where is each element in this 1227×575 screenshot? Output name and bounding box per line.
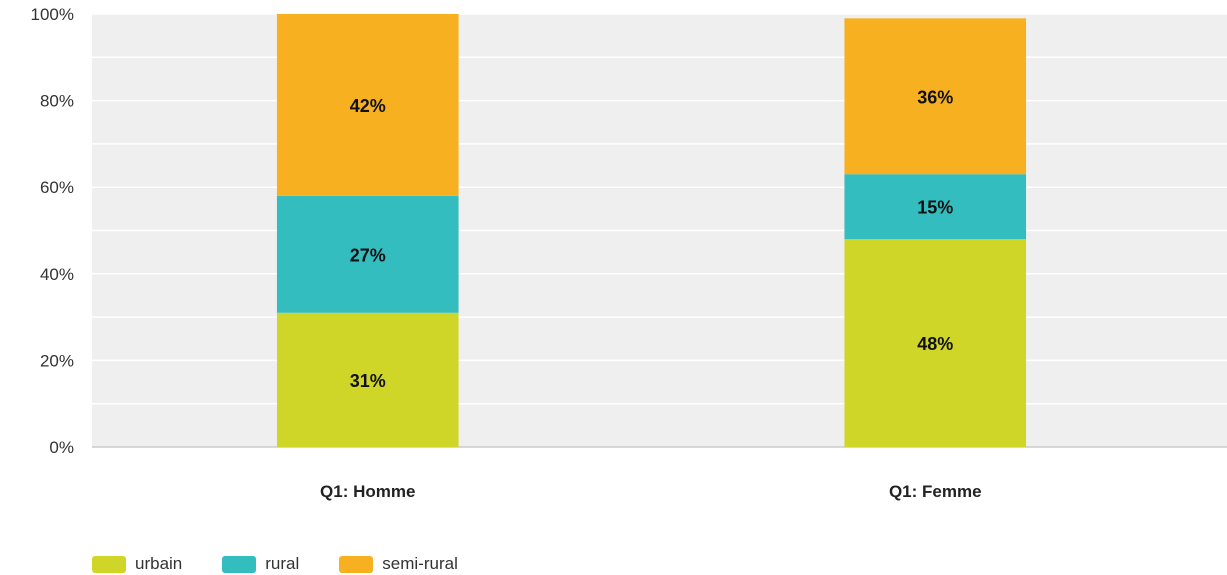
legend-label: urbain [135, 554, 183, 573]
y-tick-label: 100% [31, 5, 74, 24]
data-label: 42% [350, 96, 386, 116]
x-category-label: Q1: Femme [889, 482, 982, 501]
y-tick-label: 0% [49, 438, 74, 457]
bar-segment-urbain [276, 312, 459, 447]
legend-label: semi-rural [382, 554, 458, 573]
legend: urbain rural semi-rural [92, 553, 498, 575]
legend-label: rural [265, 554, 300, 573]
data-label: 31% [350, 371, 386, 391]
legend-item-semi-rural: semi-rural [339, 554, 458, 574]
data-label: 48% [917, 334, 953, 354]
bar-segment-semi-rural [844, 18, 1027, 175]
legend-swatch [222, 555, 257, 573]
legend-item-rural: rural [222, 554, 299, 574]
legend-item-urbain: urbain [92, 554, 182, 574]
data-label: 36% [917, 87, 953, 107]
bar-segment-semi-rural [276, 14, 459, 196]
legend-swatch [339, 555, 374, 573]
bar-segment-rural [844, 174, 1027, 240]
stacked-bar-chart: 0% 20% 40% 60% 80% 100% 31% 27% 42% Q1: Homme 48% 1… [31, 5, 1227, 501]
legend-swatch [92, 555, 126, 573]
y-tick-label: 40% [40, 265, 74, 284]
bar-segment-rural [276, 195, 459, 313]
data-label: 15% [917, 198, 953, 218]
bar-segment-urbain [844, 239, 1027, 447]
x-category-label: Q1: Homme [320, 482, 415, 501]
y-tick-label: 20% [40, 351, 74, 370]
y-tick-label: 60% [40, 178, 74, 197]
data-label: 27% [350, 245, 386, 265]
y-tick-label: 80% [40, 92, 74, 111]
